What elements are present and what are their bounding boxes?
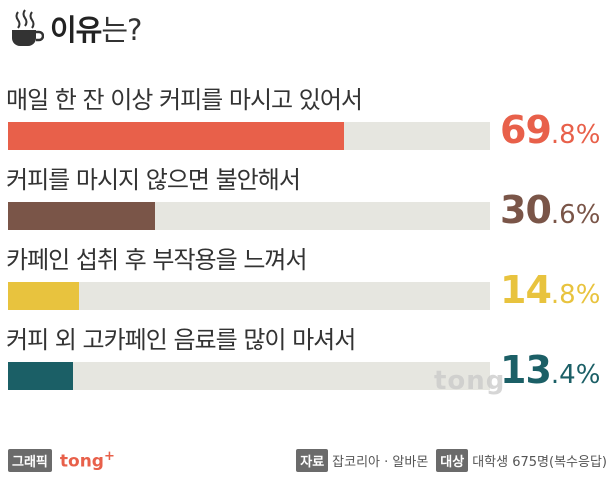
- chart-title: 이유는?: [50, 7, 142, 49]
- graphic-tag: 그래픽: [8, 448, 52, 472]
- target-text: 대학생 675명(복수응답): [472, 454, 607, 470]
- bar-track: [8, 362, 490, 390]
- category-label: 카페인 섭취 후 부작용을 느껴서: [6, 246, 308, 274]
- data-label-int: 69: [500, 108, 552, 152]
- brand-logo: tong+: [60, 449, 115, 472]
- data-label: 30.6%: [500, 188, 600, 232]
- chart-header: 이유는?: [8, 6, 142, 50]
- watermark: tong: [434, 366, 506, 396]
- coffee-cup-icon: [8, 8, 45, 48]
- data-label-dec: .4%: [550, 360, 601, 390]
- brand-plus: +: [103, 448, 115, 464]
- category-label: 커피 외 고카페인 음료를 많이 마셔서: [6, 326, 356, 354]
- bar: [8, 202, 156, 230]
- category-label: 커피를 마시지 않으면 불안해서: [6, 166, 301, 194]
- bar-track: [8, 122, 490, 150]
- bar-track: [8, 282, 490, 310]
- bar-track: [8, 202, 490, 230]
- data-label-dec: .6%: [550, 200, 601, 230]
- data-label: 13.4%: [500, 348, 600, 392]
- target-tag: 대상: [436, 448, 469, 472]
- data-label: 14.8%: [500, 268, 600, 312]
- footer: 그래픽 tong+ 자료 잡코리아 · 알바몬 대상 대학생 675명(복수응답…: [0, 440, 613, 480]
- source-text: 잡코리아 · 알바몬: [332, 454, 429, 470]
- bar: [8, 362, 73, 390]
- data-label-int: 13: [500, 348, 552, 392]
- data-label-int: 14: [500, 268, 552, 312]
- bar-chart: 매일 한 잔 이상 커피를 마시고 있어서 69.8% 커피를 마시지 않으면 불안…: [6, 86, 600, 392]
- data-label: 69.8%: [500, 108, 600, 152]
- category-label: 매일 한 잔 이상 커피를 마시고 있어서: [6, 86, 363, 114]
- data-label-dec: .8%: [550, 120, 601, 150]
- title-strong: 이유: [50, 13, 102, 47]
- bar: [8, 122, 345, 150]
- bar: [8, 282, 80, 310]
- source-tag: 자료: [296, 448, 329, 472]
- brand-name: tong: [59, 451, 104, 472]
- title-rest: 는?: [101, 13, 142, 47]
- data-label-dec: .8%: [550, 280, 601, 310]
- data-label-int: 30: [500, 188, 552, 232]
